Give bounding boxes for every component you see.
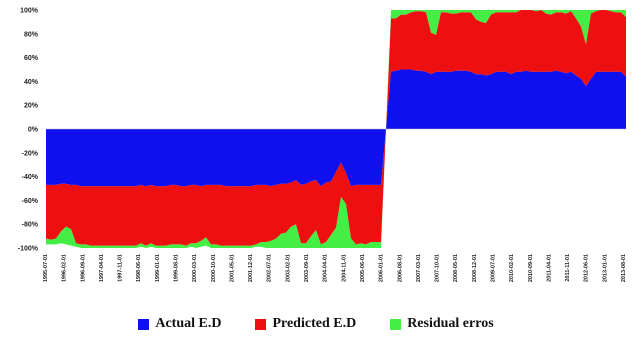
x-tick-label: 2011-04-01 — [546, 254, 552, 282]
x-tick-label: 2001-05-01 — [229, 254, 235, 282]
x-tick-label: 2012-06-01 — [584, 254, 590, 282]
x-tick-label: 1997-04-01 — [99, 254, 105, 282]
y-axis: 100% 80% 60% 40% 20% 0% -20% -40% -60% -80% -100% — [18, 8, 39, 253]
y-tick-label: 40% — [24, 79, 39, 86]
x-tick-label: 2008-12-01 — [472, 254, 478, 282]
x-tick-label: 2008-05-01 — [453, 254, 459, 282]
y-tick-label: 80% — [24, 31, 39, 38]
x-tick-label: 2013-08-01 — [621, 254, 627, 282]
y-tick-label: -40% — [22, 174, 39, 181]
x-tick-label: 2004-11-01 — [341, 254, 347, 282]
y-tick-label: 60% — [24, 55, 39, 62]
legend-item-residual: Residual erros — [390, 316, 494, 332]
x-tick-label: 2006-01-01 — [379, 254, 385, 282]
x-tick-label: 2003-09-01 — [304, 254, 310, 282]
legend-swatch-predicted — [255, 318, 267, 330]
legend-label-actual: Actual E.D — [155, 316, 222, 331]
y-tick-label: 20% — [24, 103, 39, 110]
x-tick-label: 1996-09-01 — [80, 254, 86, 282]
y-tick-label: -20% — [22, 150, 39, 157]
legend-item-predicted: Predicted E.D — [255, 316, 356, 332]
series-area-actual — [46, 69, 626, 187]
x-tick-label: 2010-02-01 — [509, 254, 515, 282]
x-tick-label: 2001-12-01 — [248, 254, 254, 282]
y-tick-label: -100% — [18, 246, 39, 253]
legend-label-predicted: Predicted E.D — [272, 316, 357, 331]
legend-swatch-actual — [138, 318, 150, 330]
x-tick-label: 1998-06-01 — [136, 254, 142, 282]
x-tick-label: 2013-01-01 — [602, 254, 608, 282]
legend-label-residual: Residual erros — [407, 316, 494, 331]
x-tick-label: 2011-11-01 — [565, 254, 571, 282]
x-tick-label: 2006-08-01 — [397, 254, 403, 282]
x-tick-label: 2004-04-01 — [323, 254, 329, 282]
plot-area — [46, 10, 626, 248]
x-tick-label: 1997-11-01 — [118, 254, 124, 282]
legend: Actual E.D Predicted E.D Residual erros — [0, 316, 632, 332]
x-tick-label: 2005-06-01 — [360, 254, 366, 282]
x-tick-label: 1996-02-01 — [62, 254, 68, 282]
y-tick-label: 0% — [28, 127, 39, 134]
x-tick-label: 1999-08-01 — [174, 254, 180, 282]
y-tick-label: 100% — [20, 8, 39, 15]
y-tick-label: -60% — [22, 198, 39, 205]
x-tick-label: 1995-07-01 — [43, 254, 49, 282]
legend-swatch-residual — [390, 318, 402, 330]
y-tick-label: -80% — [22, 222, 39, 229]
x-tick-label: 2009-07-01 — [490, 254, 496, 282]
x-tick-label: 2007-03-01 — [416, 254, 422, 282]
x-tick-label: 2000-03-01 — [192, 254, 198, 282]
series-area-predicted — [46, 10, 626, 246]
x-tick-label: 2002-07-01 — [267, 254, 273, 282]
x-tick-label: 2007-10-01 — [435, 254, 441, 282]
x-tick-label: 2010-09-01 — [528, 254, 534, 282]
legend-item-actual: Actual E.D — [138, 316, 221, 332]
x-tick-label: 1999-01-01 — [155, 254, 161, 282]
x-axis: 1995-07-01 1996-02-01 1996-09-01 1997-04-01… — [43, 254, 627, 282]
x-tick-label: 2000-10-01 — [211, 254, 217, 282]
x-tick-label: 2003-02-01 — [285, 254, 291, 282]
